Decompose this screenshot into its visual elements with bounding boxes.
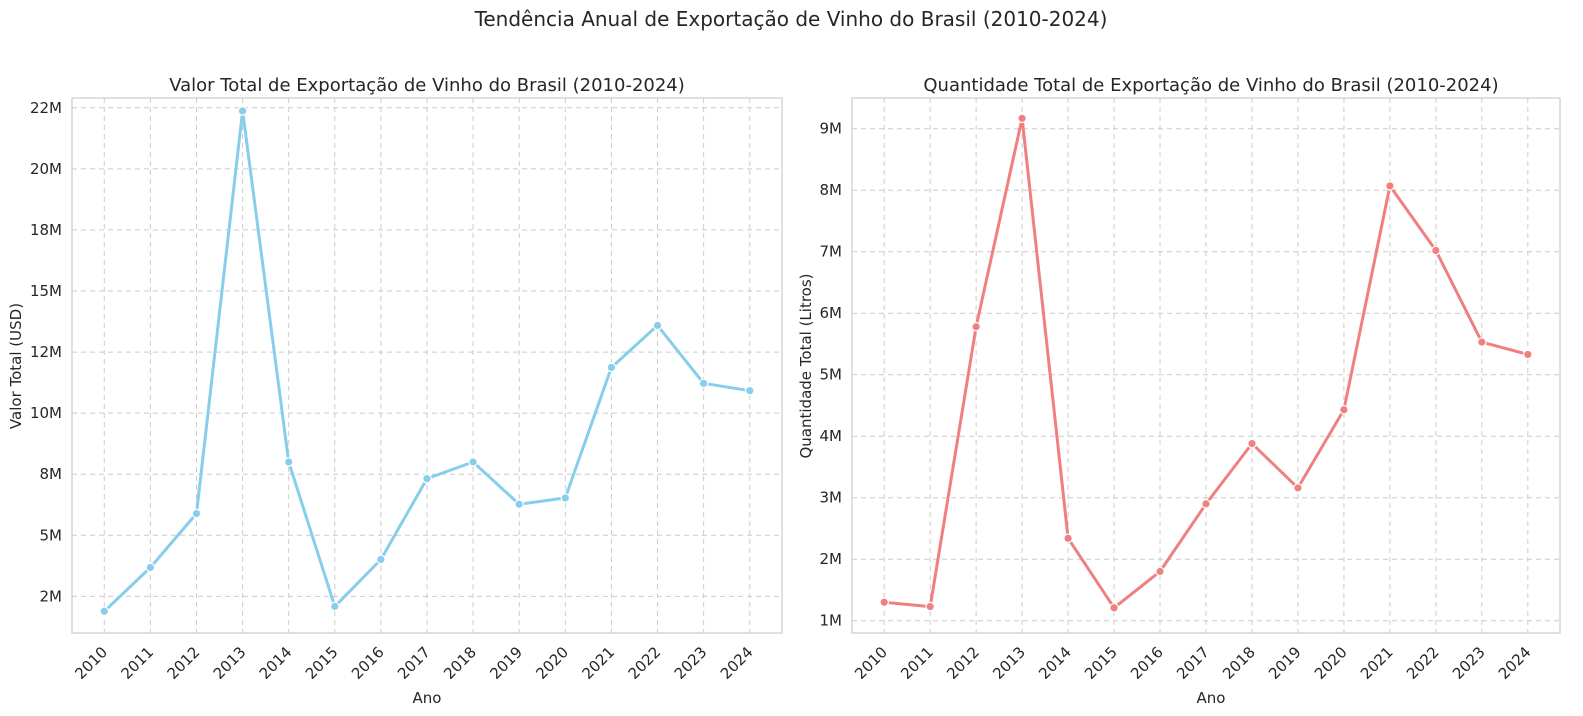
value-data-point [606, 362, 617, 373]
value-x-tick-label: 2023 [671, 643, 711, 683]
quantity-data-point [879, 597, 889, 608]
figure-title: Tendência Anual de Exportação de Vinho d… [474, 7, 1108, 31]
value-x-tick-label: 2016 [348, 643, 388, 683]
value-y-tick-label: 2M [40, 587, 63, 605]
value-data-point [283, 457, 294, 467]
quantity-x-tick-label: 2021 [1357, 643, 1397, 683]
quantity-x-tick-label: 2024 [1495, 643, 1535, 683]
quantity-y-tick-label: 7M [820, 243, 843, 261]
value-data-point [514, 499, 525, 510]
quantity-x-tick-label: 2020 [1311, 643, 1351, 683]
value-x-tick-label: 2014 [256, 643, 296, 683]
value-x-tick-label: 2011 [117, 643, 157, 683]
quantity-y-tick-label: 3M [820, 489, 843, 507]
quantity-data-point [1477, 337, 1487, 347]
quantity-data-point [971, 321, 981, 332]
quantity-data-point [1017, 113, 1027, 124]
value-chart-title: Valor Total de Exportação de Vinho do Br… [169, 75, 685, 96]
quantity-data-point [1385, 181, 1395, 191]
quantity-data-point [1339, 404, 1349, 415]
quantity-x-tick-label: 2014 [1035, 643, 1075, 683]
quantity-data-point [1431, 245, 1441, 256]
value-x-tick-label: 2020 [532, 643, 572, 683]
quantity-x-tick-label: 2023 [1449, 643, 1489, 683]
quantity-chart: Quantidade Total de Exportação de Vinho … [797, 75, 1561, 707]
value-y-tick-label: 5M [40, 526, 63, 544]
quantity-y-tick-label: 4M [820, 427, 843, 445]
value-y-tick-label: 12M [30, 343, 62, 361]
value-data-point [698, 378, 709, 389]
quantity-y-tick-label: 1M [820, 612, 843, 630]
quantity-data-point [1109, 602, 1119, 613]
value-x-tick-label: 2018 [440, 643, 480, 683]
quantity-x-tick-label: 2013 [989, 643, 1029, 683]
value-y-tick-label: 8M [40, 465, 63, 483]
value-x-tick-label: 2010 [71, 643, 111, 683]
value-x-tick-label: 2015 [302, 643, 342, 683]
quantity-data-point [1523, 349, 1533, 360]
value-y-tick-label: 10M [30, 404, 62, 422]
quantity-data-point [1247, 438, 1257, 449]
value-data-point [376, 554, 386, 565]
quantity-data-point [1293, 483, 1303, 493]
quantity-data-point [1201, 499, 1211, 509]
quantity-y-axis-label: Quantidade Total (Litros) [797, 273, 815, 458]
value-x-tick-label: 2019 [486, 643, 526, 683]
value-data-point [468, 457, 478, 467]
quantity-x-tick-label: 2016 [1127, 643, 1167, 683]
quantity-x-tick-label: 2019 [1265, 643, 1305, 683]
value-y-tick-label: 15M [30, 282, 62, 300]
quantity-data-point [1155, 566, 1165, 577]
value-data-point [329, 601, 340, 612]
quantity-x-tick-label: 2017 [1173, 643, 1213, 683]
value-x-axis-label: Ano [413, 689, 442, 707]
quantity-y-tick-label: 5M [820, 366, 843, 384]
quantity-chart-title: Quantidade Total de Exportação de Vinho … [923, 75, 1498, 96]
value-x-tick-label: 2022 [625, 643, 665, 683]
value-data-point [145, 562, 156, 573]
quantity-x-tick-label: 2011 [897, 643, 937, 683]
quantity-x-tick-label: 2010 [851, 643, 891, 683]
quantity-data-point [925, 601, 935, 612]
value-data-point [191, 508, 202, 519]
quantity-y-tick-label: 9M [820, 120, 843, 138]
quantity-y-tick-label: 2M [820, 550, 843, 568]
value-data-point [560, 493, 571, 503]
value-y-axis-label: Valor Total (USD) [7, 303, 25, 429]
quantity-x-tick-label: 2022 [1403, 643, 1443, 683]
quantity-data-point [1063, 533, 1073, 544]
value-x-tick-label: 2013 [210, 643, 250, 683]
value-y-tick-label: 22M [30, 99, 62, 117]
value-data-point [422, 473, 432, 484]
value-x-tick-label: 2012 [164, 643, 204, 683]
value-data-point [99, 606, 110, 617]
value-data-point [652, 320, 663, 331]
value-y-tick-label: 18M [30, 221, 62, 239]
value-chart: Valor Total de Exportação de Vinho do Br… [7, 75, 783, 707]
value-data-point [237, 106, 248, 116]
quantity-x-tick-label: 2018 [1219, 643, 1259, 683]
quantity-x-tick-label: 2015 [1081, 643, 1121, 683]
value-plot-area: 2M 5M 8M 10M 12M 15M 18M 20M 22M 2010 2011 2012 2013… [30, 97, 783, 683]
quantity-y-tick-label: 8M [820, 181, 843, 199]
value-x-tick-label: 2021 [579, 643, 619, 683]
value-x-tick-label: 2017 [394, 643, 434, 683]
value-data-point [744, 385, 755, 396]
quantity-axes-frame [851, 97, 1561, 634]
quantity-x-axis-label: Ano [1197, 689, 1226, 707]
quantity-x-tick-label: 2012 [943, 643, 983, 683]
value-y-tick-label: 20M [30, 160, 62, 178]
quantity-y-tick-label: 6M [820, 304, 843, 322]
value-x-tick-label: 2024 [717, 643, 757, 683]
value-axes-frame [71, 97, 783, 634]
